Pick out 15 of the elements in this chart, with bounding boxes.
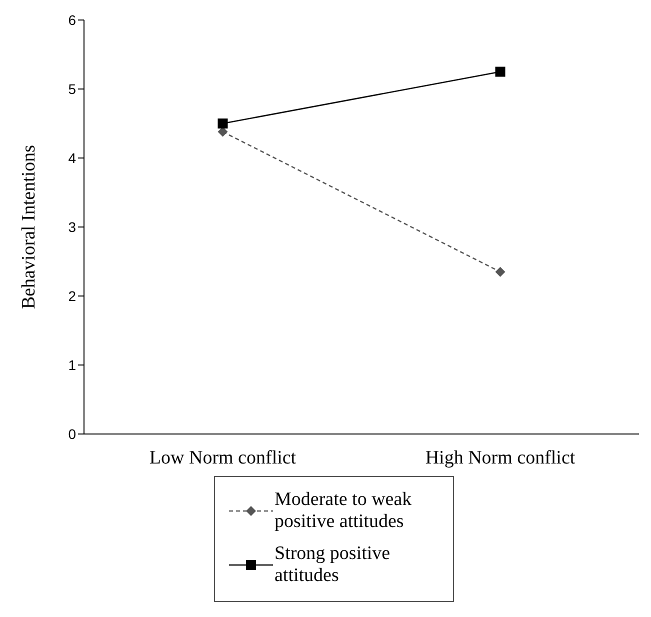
point [495, 66, 506, 77]
x-tick-label: High Norm conflict [425, 447, 576, 468]
y-tick-label: 5 [68, 80, 76, 97]
legend-label: Strong positive attitudes [274, 543, 392, 587]
y-tick-label: 6 [68, 12, 76, 28]
y-tick-label: 1 [68, 356, 76, 373]
x-tick-label: Low Norm conflict [149, 447, 297, 468]
legend-label: Moderate to weak positive attitudes [274, 489, 413, 533]
y-axis-title: Behavioral Intentions [18, 144, 40, 310]
point [495, 266, 506, 277]
y-tick-label: 3 [68, 218, 76, 235]
y-tick-label: 2 [68, 288, 76, 304]
point [218, 118, 228, 128]
y-tick-label: 4 [68, 150, 76, 166]
y-tick-label: 0 [68, 426, 76, 442]
